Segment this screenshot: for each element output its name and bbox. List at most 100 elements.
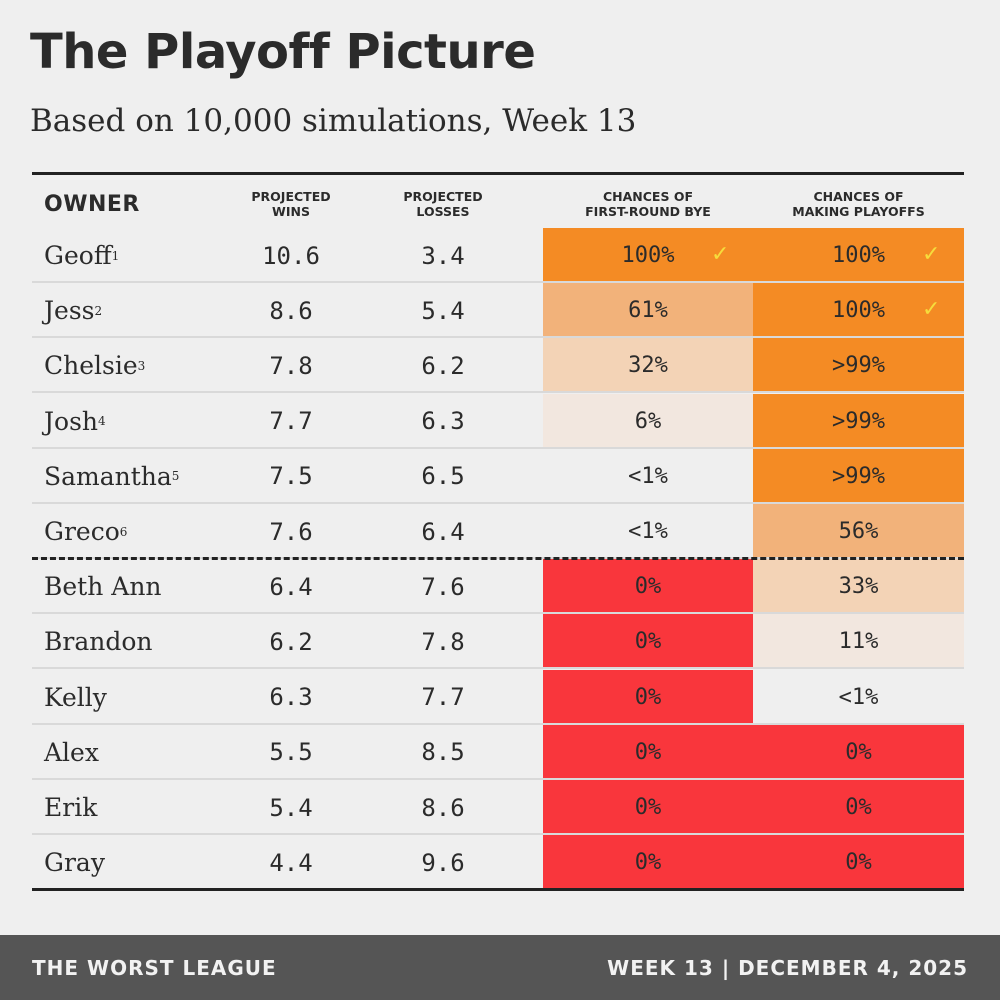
projected-wins-value: 7.6 bbox=[269, 517, 313, 546]
playoffs-cell-fill bbox=[753, 780, 964, 835]
bye-cell-fill bbox=[543, 724, 753, 780]
projected-losses-value: 7.8 bbox=[421, 627, 465, 656]
projected-losses-value: 7.7 bbox=[421, 683, 465, 712]
bye-chance-value: 0% bbox=[634, 739, 662, 765]
owner-name: Chelsie 3 bbox=[44, 351, 146, 381]
playoffs-chance-value: 100% bbox=[832, 298, 885, 324]
projected-losses-value: 6.5 bbox=[421, 462, 465, 491]
owner-name: Brandon bbox=[44, 614, 152, 669]
projected-wins-value: 7.5 bbox=[269, 462, 313, 491]
owner-name-text: Jess bbox=[44, 296, 95, 326]
bye-chance-value: 0% bbox=[634, 850, 662, 876]
playoffs-chance-value: >99% bbox=[832, 353, 885, 379]
playoffs-chance-value: 56% bbox=[838, 519, 879, 544]
table-row: Samantha 5 7.5 6.5 <1% >99% bbox=[32, 448, 964, 504]
bye-chance-value: 0% bbox=[634, 684, 662, 710]
owner-name-text: Gray bbox=[44, 848, 105, 878]
projected-losses-value: 5.4 bbox=[421, 296, 465, 325]
column-header-wins-line2: WINS bbox=[272, 204, 310, 219]
owner-name: Alex bbox=[44, 725, 99, 780]
row-divider bbox=[32, 833, 964, 835]
projected-losses-value: 8.5 bbox=[421, 738, 465, 767]
bye-chance-value: 32% bbox=[628, 353, 668, 379]
playoffs-cell-fill bbox=[753, 283, 964, 339]
column-header-projected-losses: PROJECTED LOSSES bbox=[368, 183, 518, 225]
owner-name-text: Alex bbox=[44, 737, 99, 767]
column-header-losses-line1: PROJECTED bbox=[403, 189, 483, 204]
owner-name: Josh 4 bbox=[44, 406, 106, 436]
column-header-bye-line2: FIRST-ROUND BYE bbox=[585, 204, 711, 219]
bye-cell-fill bbox=[543, 559, 753, 615]
owner-name-text: Kelly bbox=[44, 682, 107, 712]
row-divider bbox=[32, 501, 964, 504]
playoffs-chance-value: <1% bbox=[838, 684, 879, 710]
table-row: Beth Ann 6.4 7.6 0% 33% bbox=[32, 559, 964, 615]
playoffs-cell-fill bbox=[753, 724, 964, 780]
owner-name-text: Geoff bbox=[44, 241, 112, 270]
projected-losses-value: 9.6 bbox=[421, 848, 465, 877]
owner-name-text: Beth Ann bbox=[44, 572, 162, 602]
projected-losses-value: 6.3 bbox=[421, 407, 465, 436]
row-divider bbox=[32, 281, 964, 283]
playoffs-cell-fill bbox=[753, 338, 964, 394]
playoffs-cell-fill bbox=[753, 614, 964, 670]
projected-losses-value: 6.2 bbox=[421, 351, 465, 380]
owner-name: Gray bbox=[44, 835, 105, 890]
owner-name-text: Brandon bbox=[44, 627, 153, 657]
playoffs-cell-fill bbox=[753, 393, 964, 449]
playoffs-cell-fill bbox=[753, 835, 964, 891]
bye-cell-fill bbox=[543, 780, 753, 835]
column-header-playoffs-line2: MAKING PLAYOFFS bbox=[792, 204, 925, 219]
owner-name: Samantha 5 bbox=[44, 461, 180, 491]
playoffs-cell-fill bbox=[753, 448, 964, 504]
table-row: Kelly 6.3 7.7 0% <1% bbox=[32, 669, 964, 725]
column-header-first-round-bye: CHANCES OF FIRST-ROUND BYE bbox=[543, 183, 753, 225]
owner-name-text: Samantha bbox=[44, 461, 172, 491]
row-divider bbox=[32, 612, 964, 615]
projected-wins-value: 7.8 bbox=[269, 351, 313, 380]
row-divider bbox=[32, 446, 964, 449]
playoffs-chance-value: >99% bbox=[832, 408, 885, 434]
bye-cell-fill bbox=[543, 448, 753, 504]
owner-name-text: Erik bbox=[44, 793, 98, 822]
playoffs-chance-value: 0% bbox=[845, 739, 872, 765]
projected-losses-value: 6.4 bbox=[421, 517, 465, 546]
column-header-losses-line2: LOSSES bbox=[416, 204, 470, 219]
bye-cell-fill bbox=[543, 283, 753, 339]
owner-name: Kelly bbox=[44, 670, 107, 725]
table-row: Alex 5.5 8.5 0% 0% bbox=[32, 724, 964, 780]
projected-wins-value: 4.4 bbox=[269, 848, 313, 877]
column-header-wins-line1: PROJECTED bbox=[251, 189, 331, 204]
owner-name-text: Josh bbox=[44, 406, 99, 436]
column-header-projected-wins: PROJECTED WINS bbox=[216, 183, 366, 225]
projected-wins-value: 6.3 bbox=[269, 683, 313, 712]
column-header-making-playoffs: CHANCES OF MAKING PLAYOFFS bbox=[753, 183, 964, 225]
owner-name-text: Chelsie bbox=[44, 351, 138, 381]
bye-chance-value: <1% bbox=[628, 519, 668, 544]
bye-cell-fill bbox=[543, 504, 753, 559]
projected-wins-value: 5.4 bbox=[269, 793, 313, 822]
clinched-check-icon: ✓ bbox=[922, 241, 941, 267]
row-divider bbox=[32, 391, 964, 394]
bye-cell-fill bbox=[543, 393, 753, 449]
playoffs-chance-value: 11% bbox=[838, 629, 879, 655]
bye-chance-value: 6% bbox=[634, 408, 662, 434]
playoffs-chance-value: 0% bbox=[845, 795, 872, 820]
table-row: Chelsie 3 7.8 6.2 32% >99% bbox=[32, 338, 964, 394]
bye-cell-fill bbox=[543, 614, 753, 670]
table-row: Erik 5.4 8.6 0% 0% bbox=[32, 780, 964, 835]
bye-cell-fill bbox=[543, 338, 753, 394]
owner-name-text: Greco bbox=[44, 517, 120, 546]
table-row: Josh 4 7.7 6.3 6% >99% bbox=[32, 393, 964, 449]
playoffs-chance-value: 0% bbox=[845, 850, 872, 876]
bye-cell-fill bbox=[543, 228, 753, 283]
projected-wins-value: 6.4 bbox=[269, 572, 313, 601]
table-top-rule bbox=[32, 172, 964, 175]
bye-cell-fill bbox=[543, 835, 753, 891]
row-divider bbox=[32, 722, 964, 725]
chart-title: The Playoff Picture bbox=[30, 24, 536, 80]
column-header-playoffs-line1: CHANCES OF bbox=[813, 189, 904, 204]
projected-wins-value: 10.6 bbox=[262, 241, 320, 270]
playoffs-cell-fill bbox=[753, 559, 964, 615]
footer-bar: THE WORST LEAGUE WEEK 13 | DECEMBER 4, 2… bbox=[0, 935, 1000, 1000]
